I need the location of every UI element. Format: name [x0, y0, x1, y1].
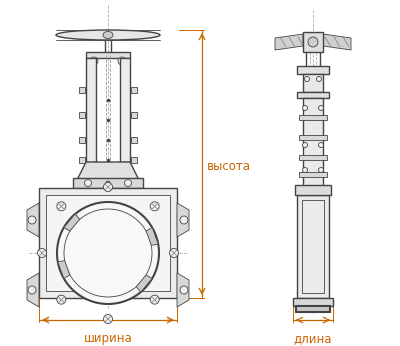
Bar [303, 32, 323, 52]
Circle shape [304, 76, 310, 82]
Bar [297, 195, 329, 298]
Circle shape [90, 57, 98, 65]
Circle shape [118, 57, 126, 65]
Circle shape [150, 295, 159, 304]
Circle shape [38, 248, 46, 257]
Circle shape [316, 76, 322, 82]
Circle shape [302, 106, 308, 110]
Ellipse shape [56, 30, 160, 40]
Circle shape [57, 202, 159, 304]
Circle shape [57, 295, 66, 304]
Circle shape [170, 248, 178, 257]
Circle shape [104, 182, 112, 191]
Bar [39, 188, 177, 298]
Bar [131, 137, 137, 143]
Bar [86, 58, 96, 162]
Polygon shape [77, 162, 139, 180]
Bar [79, 112, 85, 118]
Bar [120, 58, 130, 162]
Bar [131, 112, 137, 118]
Bar [299, 155, 327, 160]
Bar [79, 137, 85, 143]
Bar [302, 200, 324, 293]
Bar [297, 92, 329, 98]
Circle shape [124, 180, 132, 186]
Polygon shape [275, 34, 303, 50]
Bar [79, 157, 85, 163]
Circle shape [104, 315, 112, 324]
Circle shape [318, 143, 324, 147]
Circle shape [180, 286, 188, 294]
Circle shape [106, 181, 110, 185]
Circle shape [318, 167, 324, 173]
Bar [79, 87, 85, 93]
Bar [299, 172, 327, 177]
Circle shape [28, 216, 36, 224]
Bar [296, 306, 330, 312]
Text: высота: высота [207, 160, 251, 173]
Circle shape [180, 216, 188, 224]
Polygon shape [58, 261, 70, 279]
Polygon shape [136, 275, 152, 292]
Bar [131, 157, 137, 163]
Polygon shape [64, 214, 80, 231]
Bar [297, 66, 329, 74]
Circle shape [302, 143, 308, 147]
Polygon shape [323, 34, 351, 50]
Bar [299, 135, 327, 140]
Text: длина: длина [294, 332, 332, 345]
Polygon shape [177, 273, 189, 307]
Text: ширина: ширина [84, 332, 132, 345]
Circle shape [308, 37, 318, 47]
Circle shape [57, 202, 66, 211]
Circle shape [302, 167, 308, 173]
Circle shape [150, 202, 159, 211]
Polygon shape [27, 273, 39, 307]
Ellipse shape [103, 31, 113, 38]
Circle shape [318, 106, 324, 110]
Bar [303, 98, 323, 188]
Polygon shape [27, 203, 39, 237]
Bar [46, 195, 170, 291]
Bar [295, 185, 331, 195]
Polygon shape [146, 228, 158, 245]
Bar [303, 74, 323, 92]
Polygon shape [177, 203, 189, 237]
Circle shape [28, 286, 36, 294]
Bar [73, 178, 143, 188]
Bar [299, 115, 327, 120]
Circle shape [84, 180, 92, 186]
Bar [293, 298, 333, 306]
Bar [86, 52, 130, 58]
Bar [131, 87, 137, 93]
